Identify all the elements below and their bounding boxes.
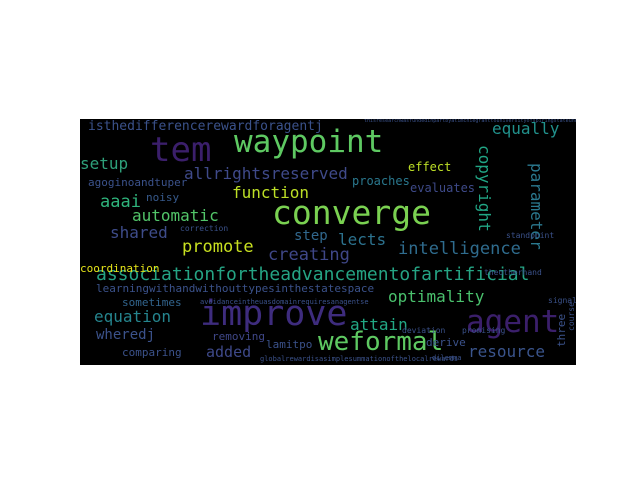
word-three: three (555, 313, 568, 347)
word-automatic: automatic (132, 206, 219, 225)
word-avoidance: avoidanceintheuasdomainrequiresanagentse (200, 298, 369, 306)
word-signal: signal (548, 296, 576, 305)
word-attain: attain (350, 315, 408, 334)
word-correction: correction (180, 224, 229, 233)
word-setup: setup (80, 154, 129, 173)
word-cloud: waypoint tem converge improve agent wefo… (80, 119, 576, 365)
word-agent: agent (466, 304, 560, 340)
word-allrightsreserved: allrightsreserved (184, 164, 348, 183)
word-lects: lects (338, 230, 387, 249)
word-standpoint: standpoint (506, 231, 555, 240)
word-tem: tem (150, 130, 212, 170)
word-comparing: comparing (122, 346, 182, 359)
word-proaches: proaches (352, 174, 410, 188)
word-thisresearch: thisresearchwasfundedinpartbyatimchiegra… (364, 119, 576, 124)
word-weformal: weformal (318, 327, 444, 357)
word-improve: improve (200, 294, 348, 334)
word-creating: creating (268, 245, 350, 265)
word-step: step (294, 228, 328, 244)
word-learningwith: learningwithandwithouttypesinthestatespa… (96, 282, 375, 295)
word-promote: promote (182, 237, 254, 257)
word-resource: resource (468, 342, 546, 361)
word-derive: derive (426, 336, 466, 349)
word-evaluates: evaluates (410, 181, 476, 195)
word-theotherhand: theotherhand (484, 268, 542, 277)
word-added: added (206, 343, 252, 361)
word-removing: removing (212, 330, 265, 343)
word-course: course (567, 302, 576, 331)
word-sometimes: sometimes (122, 296, 182, 309)
word-promising: promising (462, 326, 506, 335)
word-function: function (232, 183, 310, 202)
word-converge: converge (272, 193, 431, 232)
word-wheredj: wheredj (96, 327, 156, 343)
word-dilemma: dilemma (432, 354, 462, 362)
word-agoginoandtuper: agoginoandtuper (88, 176, 188, 189)
word-globalreward: globalrewardisasimplesummationofthelocal… (260, 355, 459, 363)
word-deviation: deviation (402, 326, 446, 335)
word-association: associationfortheadvancementofartificial (96, 264, 530, 285)
word-noisy: noisy (146, 191, 180, 204)
word-shared: shared (110, 223, 168, 242)
word-copyright: copyright (475, 145, 494, 232)
word-optimality: optimality (388, 287, 485, 306)
word-lamitpo: lamitpo (266, 338, 313, 351)
word-coordination: coordination (80, 262, 160, 275)
word-equation: equation (94, 307, 172, 326)
word-intelligence: intelligence (398, 239, 521, 259)
word-aaai: aaai (100, 192, 141, 212)
word-equally: equally (492, 119, 560, 138)
word-isthedifference: isthedifferencerewardforagentj (88, 119, 323, 134)
word-effect: effect (408, 160, 452, 174)
word-waypoint: waypoint (234, 124, 384, 160)
